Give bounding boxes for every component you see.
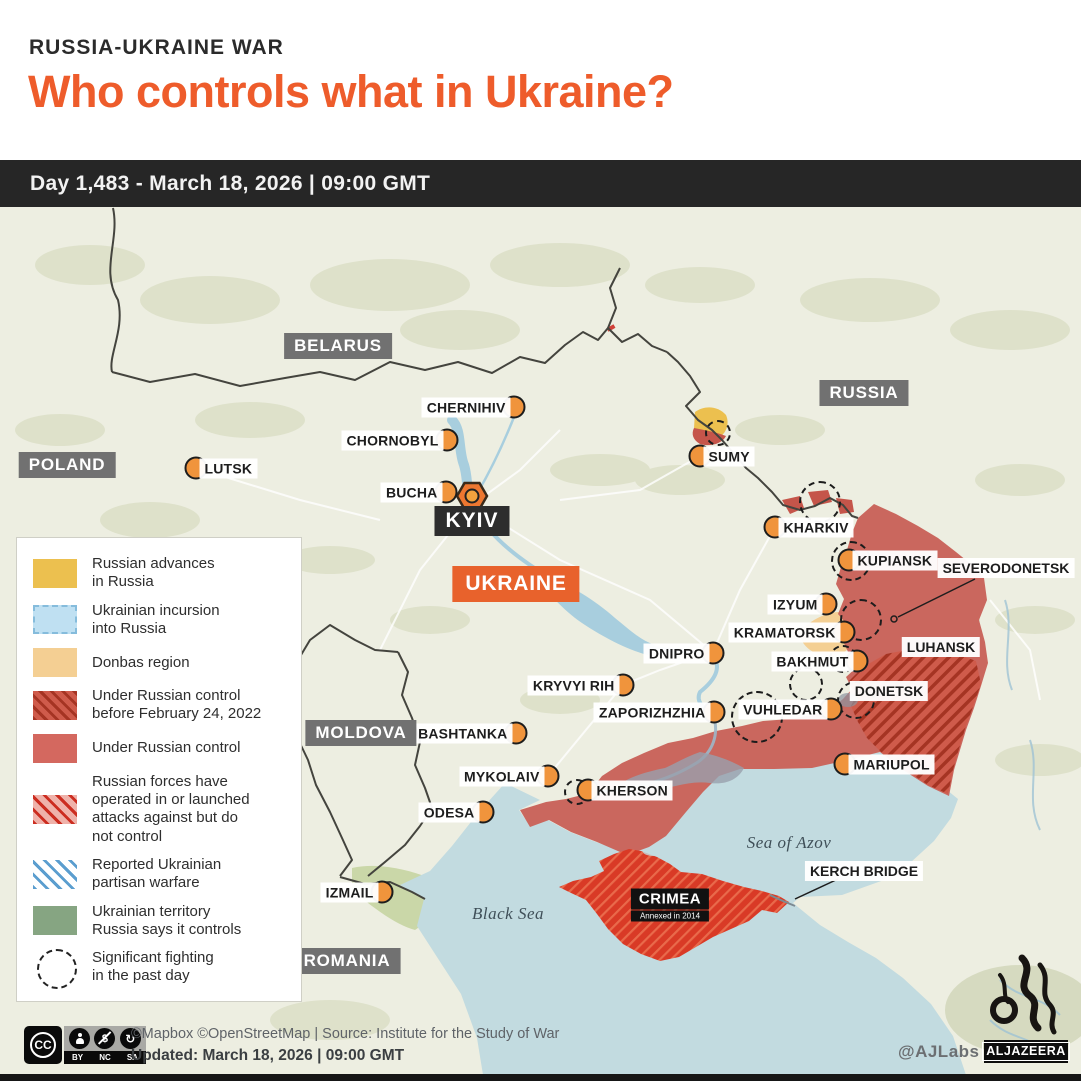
legend-item-partisan: Reported Ukrainian partisan warfare [33,856,287,893]
legend-item-fighting: Significant fighting in the past day [33,948,287,989]
legend-item-pre2022: Under Russian control before February 24… [33,687,287,724]
legend-item-donbas: Donbas region [33,648,287,678]
legend-label: Reported Ukrainian partisan warfare [92,855,222,892]
legend-swatch-pre2022 [33,690,77,720]
legend-item-incursion: Ukrainian incursion into Russia [33,602,287,639]
kerch-bridge-line [769,894,796,907]
legend-swatch-fighting [33,948,77,989]
legend-swatch-control [33,733,77,763]
legend-swatch-attacked [33,794,77,824]
page-title: Who controls what in Ukraine? [28,66,674,117]
legend-item-control: Under Russian control [33,733,287,763]
legend-swatch-claimed [33,906,77,936]
border-pockets [606,324,854,514]
legend-label: Under Russian control [92,739,241,757]
legend-swatch-incursion [33,605,77,635]
legend-label: Donbas region [92,653,190,671]
sivash-lagoon [643,848,667,856]
legend-swatch-partisan [33,859,77,889]
header: RUSSIA-UKRAINE WAR Who controls what in … [0,0,1081,160]
kyiv-marker [455,481,489,511]
date-bar: Day 1,483 - March 18, 2026 | 09:00 GMT [0,160,1081,207]
legend-label: Russian advances in Russia [92,555,215,591]
legend-label: Significant fighting in the past day [92,949,214,985]
legend-label: Ukrainian territory Russia says it contr… [92,902,242,938]
legend-item-attacked: Russian forces have operated in or launc… [33,773,287,846]
map-legend: Russian advances in Russia Ukrainian incu… [16,537,302,1002]
kicker: RUSSIA-UKRAINE WAR [29,36,284,59]
legend-label: Under Russian control before February 24… [92,687,262,723]
legend-label: Ukrainian incursion into Russia [92,601,220,637]
aljazeera-calligraphy-logo [990,954,1057,1035]
legend-swatch-donbas [33,648,77,678]
donetsk-urban [838,693,858,707]
legend-item-yellow: Russian advances in Russia [33,555,287,592]
legend-label: Russian forces have operated in or launc… [92,772,250,845]
legend-item-claimed: Ukrainian territory Russia says it contr… [33,903,287,940]
region-under-russian-control [520,504,988,855]
pointers [769,578,976,907]
legend-swatch-yellow [33,558,77,588]
country-borders [109,207,859,900]
date-bar-text: Day 1,483 - March 18, 2026 | 09:00 GMT [30,171,431,195]
